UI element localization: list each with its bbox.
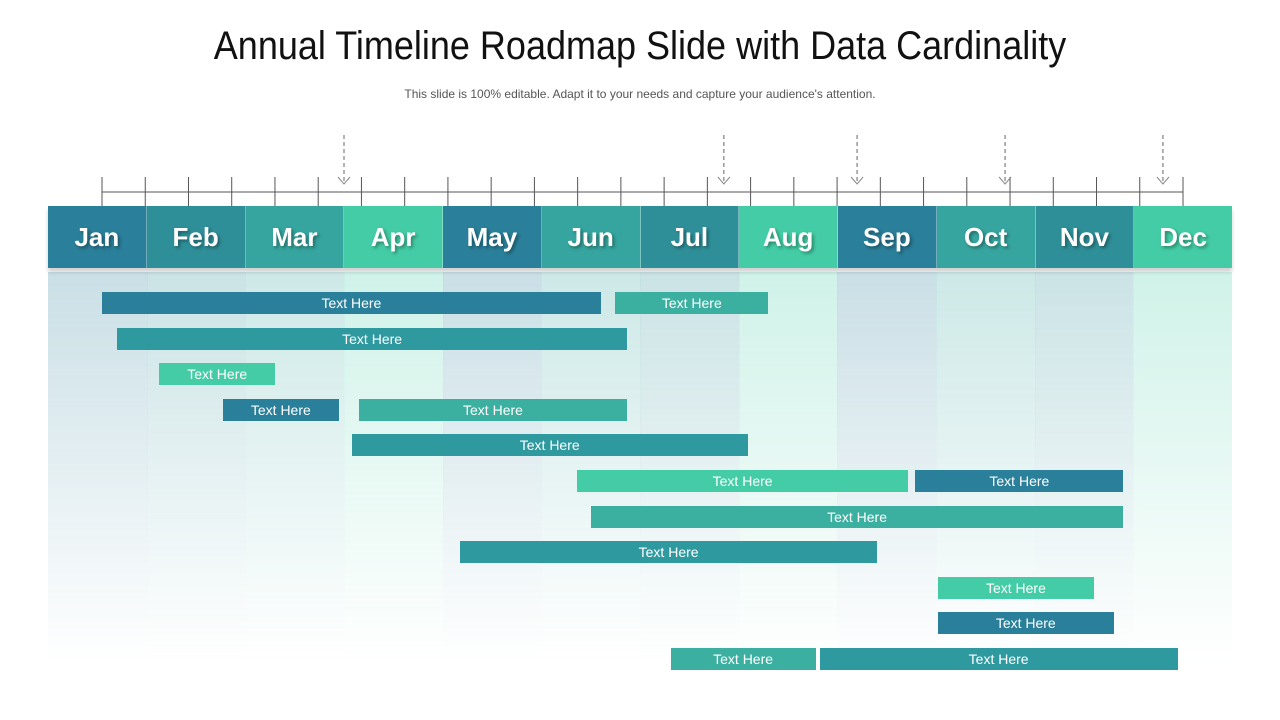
task-bar: Text Here: [819, 648, 1178, 670]
month-column: [738, 272, 839, 662]
task-bar: Text Here: [937, 576, 1094, 599]
month-jul: Jul: [640, 206, 740, 268]
task-bar: Text Here: [102, 292, 601, 314]
task-bar: Text Here: [937, 612, 1114, 635]
task-bar: Text Here: [590, 505, 1124, 528]
month-nov: Nov: [1035, 206, 1135, 268]
month-column: [1133, 272, 1232, 662]
month-column: [936, 272, 1036, 662]
month-mar: Mar: [245, 206, 345, 268]
task-bar: Text Here: [576, 470, 909, 492]
month-jan: Jan: [48, 206, 147, 268]
milestone-arrow-icon: [998, 176, 1012, 185]
page-title: Annual Timeline Roadmap Slide with Data …: [213, 24, 1067, 68]
month-dec: Dec: [1134, 206, 1232, 268]
month-column: [1034, 272, 1135, 662]
month-column: [837, 272, 937, 662]
task-bar: Text Here: [460, 541, 877, 564]
page-subtitle: This slide is 100% editable. Adapt it to…: [404, 87, 876, 101]
task-bar: Text Here: [222, 398, 340, 421]
month-oct: Oct: [936, 206, 1036, 268]
timeline-ruler: [101, 135, 1184, 207]
month-feb: Feb: [146, 206, 246, 268]
month-aug: Aug: [739, 206, 838, 268]
task-bar: Text Here: [915, 470, 1124, 492]
month-column: [640, 272, 740, 662]
task-bar: Text Here: [159, 363, 275, 386]
task-bar: Text Here: [615, 292, 769, 314]
month-may: May: [443, 206, 542, 268]
milestone-arrow-icon: [337, 176, 351, 185]
task-bar: Text Here: [351, 434, 748, 457]
milestone-arrow-icon: [850, 176, 864, 185]
month-sep: Sep: [838, 206, 937, 268]
task-bar: Text Here: [117, 327, 628, 350]
month-header-bar: Jan Feb Mar Apr May Jun Jul Aug Sep Oct Nov Dec: [48, 206, 1232, 268]
milestone-arrow-icon: [717, 176, 731, 185]
milestone-arrow-icon: [1156, 176, 1170, 185]
month-apr: Apr: [344, 206, 443, 268]
month-jun: Jun: [541, 206, 641, 268]
task-bar: Text Here: [670, 648, 816, 670]
task-bar: Text Here: [358, 398, 628, 421]
